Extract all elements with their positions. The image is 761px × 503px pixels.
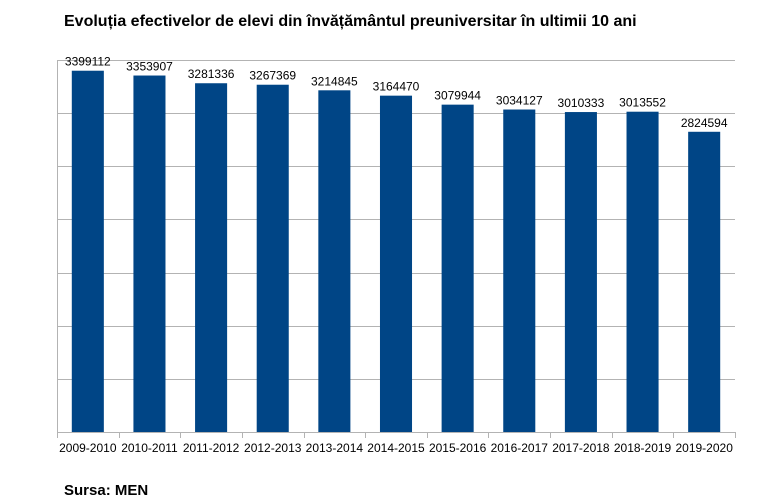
bar-2009-2010 — [71, 70, 104, 432]
bar-2017-2018 — [564, 112, 597, 432]
x-tick-label-2015-2016: 2015-2016 — [429, 441, 487, 455]
bar-2016-2017 — [503, 109, 536, 432]
bar-2014-2015 — [379, 95, 413, 432]
data-label-2010-2011: 3353907 — [126, 60, 173, 74]
data-label-2019-2020: 2824594 — [681, 116, 728, 130]
x-tick-label-2014-2015: 2014-2015 — [367, 441, 425, 455]
source-note: Sursa: MEN — [64, 482, 149, 499]
x-tick-label-2012-2013: 2012-2013 — [244, 441, 302, 455]
data-label-2013-2014: 3214845 — [311, 74, 358, 88]
data-label-2014-2015: 3164470 — [373, 80, 420, 94]
bar-2011-2012 — [195, 83, 228, 433]
x-tick-label-2016-2017: 2016-2017 — [491, 441, 549, 455]
bar-2019-2020 — [688, 131, 721, 432]
bar-2010-2011 — [133, 75, 166, 433]
data-label-2017-2018: 3010333 — [558, 96, 605, 110]
bar-2015-2016 — [441, 104, 474, 433]
x-tick-label-2013-2014: 2013-2014 — [306, 441, 364, 455]
bar-2018-2019 — [626, 111, 659, 432]
bar-2013-2014 — [318, 90, 351, 433]
data-label-2012-2013: 3267369 — [249, 69, 296, 83]
x-tick-label-2010-2011: 2010-2011 — [121, 441, 178, 455]
x-tick-label-2017-2018: 2017-2018 — [552, 441, 610, 455]
x-tick-label-2018-2019: 2018-2019 — [614, 441, 672, 455]
x-tick-label-2011-2012: 2011-2012 — [183, 441, 240, 455]
data-label-2009-2010: 3399112 — [65, 55, 111, 69]
x-tick-label-2009-2010: 2009-2010 — [59, 441, 117, 455]
x-tick-label-2019-2020: 2019-2020 — [675, 441, 733, 455]
data-label-2018-2019: 3013552 — [619, 96, 666, 110]
data-label-2015-2016: 3079944 — [434, 89, 481, 103]
data-label-2016-2017: 3034127 — [496, 94, 543, 108]
chart-title: Evoluția efectivelor de elevi din învăță… — [64, 13, 637, 30]
bar-2012-2013 — [256, 84, 289, 433]
data-label-2011-2012: 3281336 — [188, 67, 235, 81]
